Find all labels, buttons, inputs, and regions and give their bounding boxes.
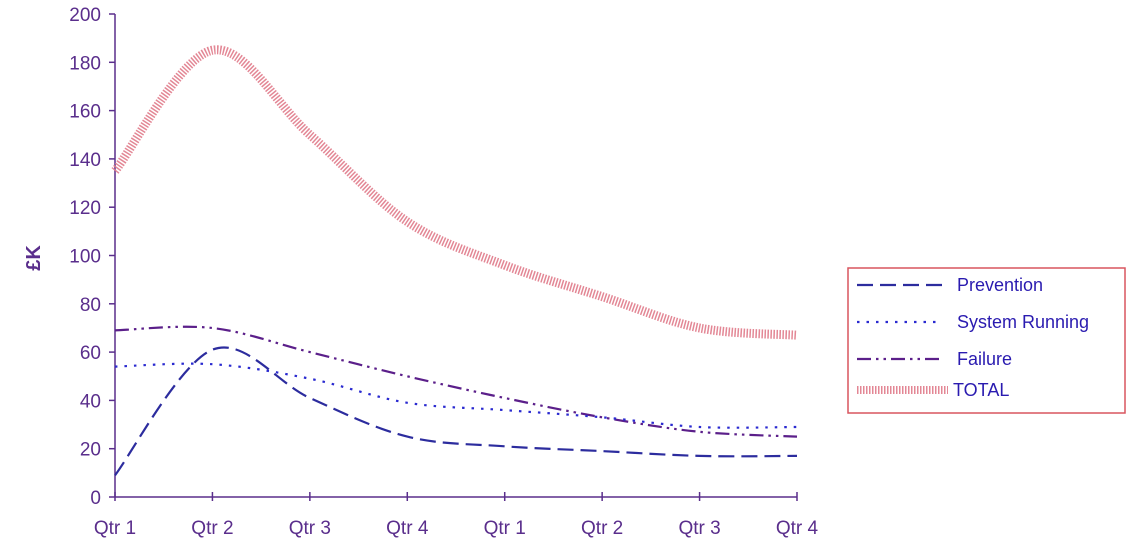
x-tick-label: Qtr 2 bbox=[191, 518, 233, 539]
series-line-failure bbox=[114, 325, 798, 438]
legend-label-failure: Failure bbox=[957, 349, 1012, 369]
series-line-system-running bbox=[114, 362, 798, 429]
legend-label-prevention: Prevention bbox=[957, 275, 1043, 295]
legend-label-total: TOTAL bbox=[953, 380, 1009, 400]
y-tick-label: 100 bbox=[69, 247, 101, 268]
x-tick-label: Qtr 1 bbox=[94, 518, 136, 539]
y-tick-label: 0 bbox=[90, 488, 101, 509]
x-tick-label: Qtr 4 bbox=[386, 518, 429, 539]
series-layer bbox=[111, 45, 798, 476]
y-tick-label: 80 bbox=[80, 295, 101, 316]
y-tick-label: 120 bbox=[69, 198, 101, 219]
axes: 0 20 40 60 80 100 120 140 160 180 200 Qtr 1 Qtr 2 Qtr… bbox=[69, 5, 818, 539]
legend: Prevention System Running Failure TOTAL bbox=[847, 267, 1126, 414]
y-tick-label: 180 bbox=[69, 53, 101, 74]
y-tick-label: 140 bbox=[69, 150, 101, 171]
y-tick-label: 40 bbox=[80, 391, 101, 412]
y-axis-label: £K bbox=[23, 245, 45, 271]
y-tick-label: 20 bbox=[80, 440, 101, 461]
y-tick-label: 200 bbox=[69, 5, 101, 26]
x-tick-label: Qtr 1 bbox=[484, 518, 526, 539]
y-tick-label: 60 bbox=[80, 343, 101, 364]
y-tick-label: 160 bbox=[69, 102, 101, 123]
x-tick-label: Qtr 4 bbox=[776, 518, 819, 539]
series-line-total bbox=[111, 45, 798, 340]
series-line-prevention bbox=[114, 346, 798, 476]
x-tick-label: Qtr 3 bbox=[289, 518, 331, 539]
legend-label-system-running: System Running bbox=[957, 312, 1089, 332]
x-tick-label: Qtr 2 bbox=[581, 518, 623, 539]
x-tick-label: Qtr 3 bbox=[678, 518, 720, 539]
